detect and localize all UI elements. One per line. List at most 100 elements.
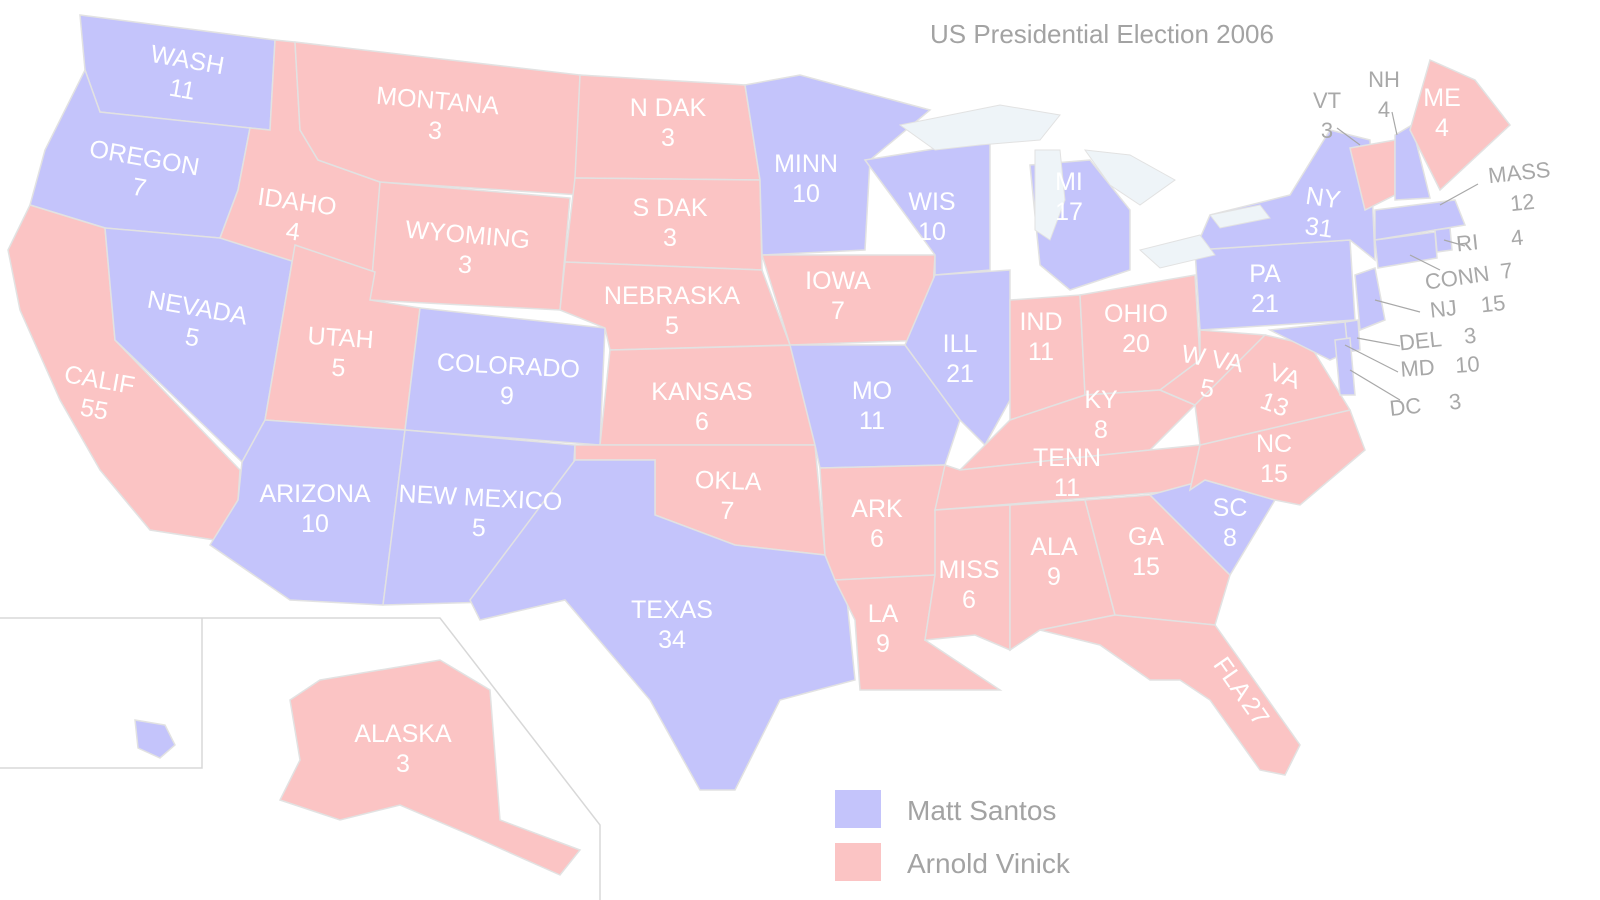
state-votes: 8 bbox=[1223, 524, 1237, 552]
state-name: VT bbox=[1313, 88, 1341, 113]
state-name: N DAK bbox=[630, 94, 707, 122]
callout-line-ri bbox=[1443, 239, 1466, 247]
state-name: NC bbox=[1256, 430, 1292, 458]
state-votes: 3 bbox=[661, 124, 675, 152]
legend-swatch-vinick bbox=[835, 843, 881, 881]
state-votes: 5 bbox=[331, 353, 347, 382]
state-votes: 6 bbox=[870, 525, 884, 553]
state-votes: 17 bbox=[1055, 198, 1083, 226]
state-votes: 55 bbox=[78, 393, 110, 425]
state-votes: 4 bbox=[37, 728, 51, 756]
state-votes: 15 bbox=[1260, 460, 1288, 488]
state-votes: 10 bbox=[301, 510, 329, 538]
state-name: MINN bbox=[774, 150, 838, 178]
state-shape-hawaii bbox=[134, 719, 176, 759]
state-name: KANSAS bbox=[651, 378, 752, 406]
state-name: LA bbox=[868, 600, 899, 628]
state-shape-alaska bbox=[278, 659, 582, 876]
state-shape-w-va bbox=[1158, 329, 1267, 406]
state-votes: 4 bbox=[1435, 114, 1449, 142]
state-label-md: MD 10 bbox=[1400, 351, 1481, 381]
state-shape-nh bbox=[1394, 123, 1431, 201]
lake-shape bbox=[1083, 149, 1176, 206]
state-votes: 21 bbox=[946, 360, 974, 388]
state-name: OHIO bbox=[1104, 300, 1168, 328]
state-votes: 9 bbox=[876, 630, 890, 658]
state-name: ARIZONA bbox=[259, 480, 370, 508]
state-votes: 11 bbox=[167, 74, 197, 106]
state-votes: 4 bbox=[1510, 225, 1525, 251]
state-votes: 3 bbox=[1463, 323, 1478, 349]
state-name: OKLA bbox=[694, 466, 762, 496]
state-shape-ri bbox=[1434, 227, 1453, 253]
callout-line-del bbox=[1356, 337, 1401, 347]
state-votes: 6 bbox=[962, 586, 976, 614]
state-votes: 10 bbox=[918, 218, 946, 246]
state-votes: 12 bbox=[1509, 189, 1536, 216]
state-name: MISS bbox=[938, 556, 999, 584]
great-lakes bbox=[898, 104, 1271, 269]
legend: Matt Santos Arnold Vinick bbox=[835, 790, 1071, 881]
lake-shape bbox=[1034, 149, 1066, 241]
state-shape-nj bbox=[1354, 267, 1386, 332]
state-votes: 4 bbox=[284, 217, 302, 247]
state-name: MI bbox=[1055, 168, 1083, 196]
state-name: RI bbox=[1455, 229, 1479, 256]
state-votes: 10 bbox=[1454, 351, 1480, 378]
state-shape-dc bbox=[1334, 337, 1356, 396]
state-name: NEBRASKA bbox=[604, 282, 740, 310]
inset-frame bbox=[0, 617, 601, 900]
state-votes: 5 bbox=[1198, 374, 1217, 404]
map-title: US Presidential Election 2006 bbox=[930, 19, 1274, 49]
state-name: MD bbox=[1400, 354, 1436, 381]
state-label-dc: DC 3 bbox=[1388, 389, 1462, 421]
state-name: SC bbox=[1213, 494, 1248, 522]
state-votes: 7 bbox=[130, 173, 149, 203]
legend-swatch-santos bbox=[835, 790, 881, 828]
state-label-ri: RI 4 bbox=[1455, 225, 1524, 257]
state-votes: 11 bbox=[859, 407, 885, 435]
state-shape-me bbox=[1409, 58, 1512, 192]
callout-line-nh bbox=[1391, 111, 1398, 136]
state-votes: 31 bbox=[1303, 212, 1334, 244]
state-label-nj: NJ 15 bbox=[1429, 290, 1507, 323]
state-votes: 3 bbox=[457, 250, 473, 279]
state-shape-ga bbox=[1084, 494, 1231, 626]
state-votes: 3 bbox=[427, 116, 443, 145]
legend-label-vinick: Arnold Vinick bbox=[907, 848, 1071, 879]
state-shape-mass bbox=[1374, 199, 1467, 241]
state-name: CONN bbox=[1423, 261, 1491, 295]
state-name: HAWAII bbox=[0, 698, 87, 726]
state-votes: 8 bbox=[1094, 416, 1108, 444]
state-label-sc: SC8 bbox=[1213, 494, 1248, 552]
lake-shape bbox=[898, 104, 1061, 151]
state-name: MO bbox=[852, 377, 892, 405]
state-name: WIS bbox=[908, 188, 955, 216]
state-votes: 11 bbox=[1028, 338, 1054, 366]
lake-shape bbox=[1138, 234, 1216, 269]
state-votes: 3 bbox=[1448, 389, 1463, 415]
state-name: MASS bbox=[1487, 157, 1552, 188]
state-votes: 9 bbox=[1047, 563, 1061, 591]
state-name: DC bbox=[1388, 393, 1422, 421]
inset-border bbox=[0, 618, 203, 769]
state-label-la: LA9 bbox=[868, 600, 899, 658]
callout-line-mass bbox=[1439, 183, 1479, 206]
